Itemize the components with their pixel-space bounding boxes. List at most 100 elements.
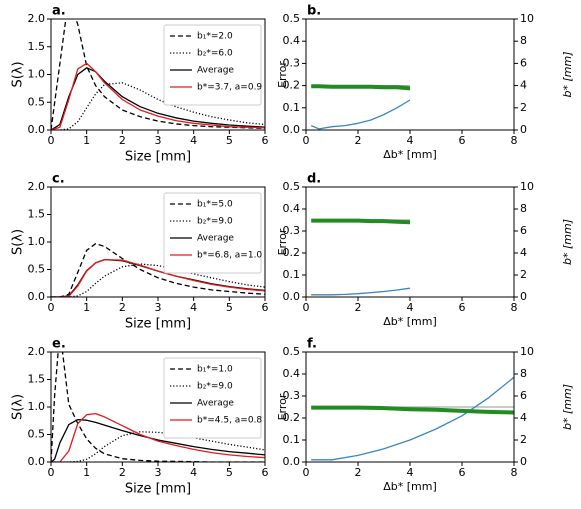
y2-tick-label: 10: [520, 12, 534, 25]
y-tick-label: 0.0: [28, 290, 46, 303]
legend-label: Average: [197, 234, 234, 244]
panel: a. 0 1 2 3 4 5 6 0.0 0.5 1.0 1.5 2.0 Size [mm] S(λ) b₁*…: [11, 4, 269, 165]
series-line: [51, 19, 265, 130]
y2-tick-label: 2: [520, 268, 527, 281]
x-tick-label: 4: [407, 134, 414, 147]
series-line: [51, 418, 265, 462]
y2-tick-label: 8: [520, 202, 527, 215]
y-tick-label: 0.2: [283, 79, 301, 92]
y-tick-label: 0.0: [28, 123, 46, 136]
series-line: [311, 405, 514, 415]
plot-frame: [50, 351, 266, 463]
y2-tick-label: 6: [520, 389, 527, 402]
x-tick-label: 0: [48, 134, 55, 147]
series-line: [51, 62, 265, 130]
y2-axis-label: b* [mm]: [561, 384, 574, 430]
y-tick-label: 0.1: [283, 268, 301, 281]
series-line: [311, 218, 411, 225]
y-tick-label: 0.4: [283, 367, 301, 380]
y2-tick-label: 8: [520, 34, 527, 47]
x-tick-label: 2: [119, 134, 126, 147]
legend-label: b*=6.8, a=1.0: [197, 251, 262, 261]
panel: d. 0 2 4 6 8 0.0 0.1 0.2 0.3 0.4 0.5 0 2 4 6 8 10 Δb* [mm]…: [276, 172, 574, 329]
y-tick-label: 2.0: [28, 12, 46, 25]
x-tick-label: 6: [262, 466, 269, 479]
x-tick-label: 8: [511, 466, 518, 479]
series-line: [51, 352, 265, 462]
x-tick-label: 2: [355, 301, 362, 314]
plot-frame: [305, 186, 515, 298]
x-tick-label: 4: [190, 134, 197, 147]
y-axis-label: S(λ): [11, 394, 26, 420]
x-tick-label: 0: [48, 301, 55, 314]
plot-frame: [305, 18, 515, 131]
x-axis-label: Size [mm]: [125, 150, 191, 165]
x-tick-label: 1: [83, 466, 90, 479]
x-axis-label: Size [mm]: [125, 317, 191, 332]
panel-label: f.: [307, 337, 317, 352]
y-axis-label: S(λ): [11, 61, 26, 87]
y-tick-label: 0.0: [28, 455, 46, 468]
y-tick-label: 0.0: [283, 455, 301, 468]
x-tick-label: 5: [226, 466, 233, 479]
panel-label: e.: [52, 337, 66, 352]
plot-frame: [50, 18, 266, 131]
legend-label: b₂*=9.0: [197, 382, 233, 392]
plot-frame: [50, 186, 266, 298]
y2-tick-label: 8: [520, 367, 527, 380]
y2-axis-label: b* [mm]: [561, 52, 574, 98]
x-tick-label: 6: [459, 301, 466, 314]
series-line: [311, 84, 411, 91]
x-tick-label: 2: [355, 466, 362, 479]
y2-tick-label: 10: [520, 180, 534, 193]
series-line: [310, 99, 411, 130]
y2-tick-label: 4: [520, 246, 527, 259]
panel: e. 0 1 2 3 4 5 6 0.0 0.5 1.0 1.5 2.0 Size [mm] S(λ) b₁*…: [11, 337, 269, 497]
y-axis-label: Error: [276, 393, 289, 420]
y-tick-label: 0.3: [283, 389, 301, 402]
y2-tick-label: 4: [520, 411, 527, 424]
x-tick-label: 8: [511, 301, 518, 314]
x-tick-label: 0: [48, 466, 55, 479]
legend-label: b*=3.7, a=0.9: [197, 83, 262, 93]
y-axis-label: Error: [276, 61, 289, 88]
panel-label: d.: [307, 172, 321, 187]
y2-tick-label: 0: [520, 123, 527, 136]
x-tick-label: 0: [303, 134, 310, 147]
y2-tick-label: 0: [520, 455, 527, 468]
x-axis-label: Δb* [mm]: [383, 315, 437, 328]
x-tick-label: 6: [459, 134, 466, 147]
y2-tick-label: 2: [520, 433, 527, 446]
y-tick-label: 0.5: [28, 428, 46, 441]
series-line: [51, 412, 265, 462]
x-tick-label: 4: [407, 301, 414, 314]
y-tick-label: 0.1: [283, 101, 301, 114]
y-tick-label: 0.2: [283, 411, 301, 424]
y2-tick-label: 4: [520, 79, 527, 92]
legend-label: b₂*=9.0: [197, 217, 233, 227]
x-tick-label: 2: [119, 466, 126, 479]
x-tick-label: 0: [303, 466, 310, 479]
y2-tick-label: 0: [520, 290, 527, 303]
panel: c. 0 1 2 3 4 5 6 0.0 0.5 1.0 1.5 2.0 Size [mm] S(λ) b₁*…: [11, 172, 269, 332]
y-axis-label: Error: [276, 228, 289, 255]
series-line: [311, 376, 514, 461]
plot-frame: [305, 351, 515, 463]
x-tick-label: 0: [303, 301, 310, 314]
y-tick-label: 0.3: [283, 224, 301, 237]
x-tick-label: 3: [155, 301, 162, 314]
x-tick-label: 4: [407, 466, 414, 479]
x-tick-label: 2: [119, 301, 126, 314]
y-tick-label: 0.4: [283, 202, 301, 215]
panel-label: b.: [307, 4, 321, 19]
legend-label: b*=4.5, a=0.8: [197, 416, 262, 426]
panel: f. 0 2 4 6 8 0.0 0.1 0.2 0.3 0.4 0.5 0 2 4 6 8 10 Δb* [mm]…: [276, 337, 574, 494]
legend-label: Average: [197, 66, 234, 76]
legend-box: [163, 357, 262, 439]
series-line: [311, 287, 411, 296]
y2-tick-label: 6: [520, 56, 527, 69]
y-tick-label: 1.5: [28, 40, 46, 53]
y-tick-label: 0.5: [28, 95, 46, 108]
series-line: [51, 258, 265, 297]
